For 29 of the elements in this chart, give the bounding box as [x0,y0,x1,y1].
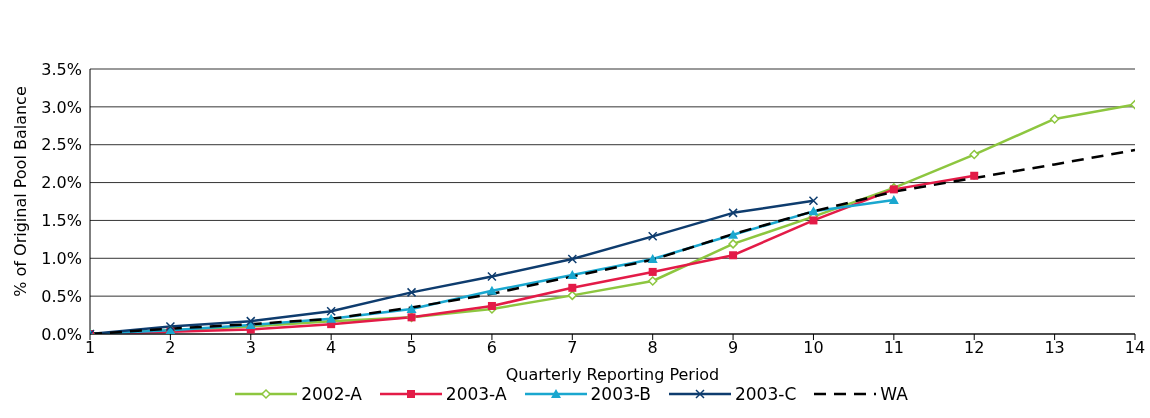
y-tick-label: 3.0% [41,97,82,117]
y-tick-label: 3.5% [41,59,82,79]
y-tick-label: 0.0% [41,324,82,344]
x-tick-label: 8 [647,338,658,358]
y-tick-label: 2.5% [41,135,82,155]
legend-label: 2003-A [444,384,507,404]
legend-label: 2003-B [589,384,651,404]
y-axis-title: % of Original Pool Balance [10,86,30,297]
y-tick-label: 1.5% [41,211,82,231]
x-tick-label: 4 [326,338,337,358]
x-tick-label: 3 [245,338,256,358]
x-tick-label: 7 [567,338,578,358]
x-tick-label: 10 [803,338,824,358]
y-tick-label: 0.5% [41,286,82,306]
legend-label: 2003-C [734,384,797,404]
x-tick-label: 14 [1124,338,1146,358]
x-axis-title: Quarterly Reporting Period [505,365,720,384]
x-tick-label: 12 [964,338,985,358]
x-tick-label: 1 [84,338,96,358]
x-tick-label: 13 [1044,338,1065,358]
legend-label: WA [879,384,908,404]
legend-label: 2002-A [300,384,362,404]
x-tick-label: 9 [727,338,739,358]
x-tick-label: 11 [883,338,905,358]
y-tick-label: 2.0% [41,173,82,193]
x-tick-label: 2 [165,338,176,358]
y-tick-label: 1.0% [41,248,82,268]
x-tick-label: 5 [406,338,417,358]
x-tick-label: 6 [486,338,498,358]
